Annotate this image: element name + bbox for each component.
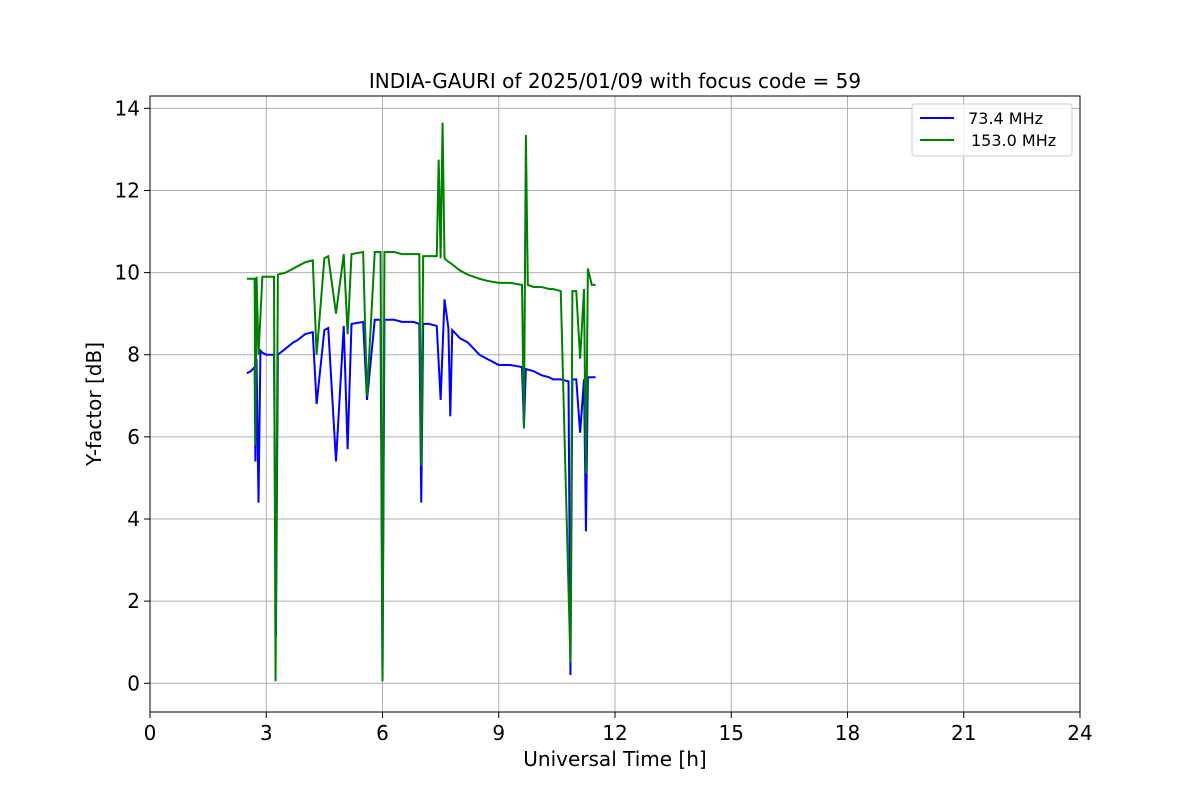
series-line-153mhz: [246, 122, 596, 682]
x-tick-label: 12: [602, 721, 627, 745]
y-tick-label: 2: [127, 589, 140, 613]
x-tick-label: 24: [1067, 721, 1092, 745]
y-axis-ticks: 0 2 4 6 8 10 12 14: [115, 96, 150, 695]
y-axis-label: Y-factor [dB]: [82, 342, 106, 467]
y-tick-label: 14: [115, 96, 140, 120]
x-axis-label: Universal Time [h]: [523, 747, 706, 771]
x-tick-label: 18: [835, 721, 860, 745]
y-tick-label: 4: [127, 507, 140, 531]
y-tick-label: 0: [127, 671, 140, 695]
x-tick-label: 21: [951, 721, 976, 745]
x-tick-label: 6: [376, 721, 389, 745]
x-tick-label: 15: [719, 721, 744, 745]
x-tick-label: 9: [492, 721, 505, 745]
legend-label-153mhz: 153.0 MHz: [971, 131, 1056, 150]
legend: 73.4 MHz 153.0 MHz: [911, 103, 1073, 157]
y-tick-label: 6: [127, 425, 140, 449]
y-tick-label: 8: [127, 343, 140, 367]
y-tick-label: 12: [115, 178, 140, 202]
series-layer: [246, 122, 596, 682]
x-tick-label: 0: [144, 721, 157, 745]
series-line-73mhz: [246, 299, 596, 682]
x-tick-label: 3: [260, 721, 273, 745]
grid: [149, 96, 1081, 712]
legend-label-73mhz: 73.4 MHz: [963, 109, 1043, 128]
y-tick-label: 10: [115, 261, 140, 285]
x-axis-ticks: 0 3 6 9 12 15 18 21 24: [144, 712, 1093, 745]
chart-title: INDIA-GAURI of 2025/01/09 with focus cod…: [369, 69, 861, 93]
